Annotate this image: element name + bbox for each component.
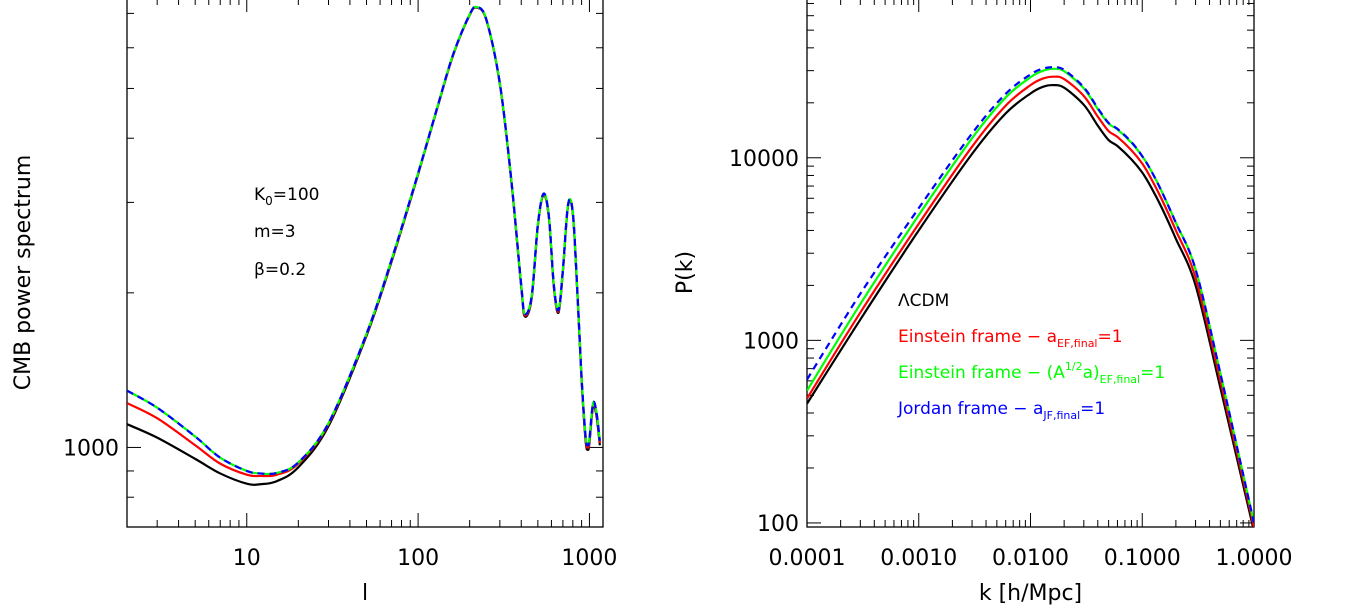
annotation-text: K	[254, 185, 266, 205]
series-group	[127, 5, 601, 486]
x-tick-label: 1000	[561, 546, 617, 571]
parameter-annotation: m=3	[254, 222, 296, 242]
series-line-2	[807, 67, 1254, 524]
parameter-annotation: β=0.2	[254, 260, 306, 280]
parameter-annotation: K0=100	[254, 185, 320, 208]
x-tick-label: 100	[397, 546, 439, 571]
series-line-3	[127, 5, 601, 476]
legend-entry: Einstein frame − (A1/2a)EF,final=1	[898, 360, 1165, 386]
matter-power-spectrum-chart: 0.0001 0.0010 0.0100 0.1000 1.0000 100 1000 100…	[673, 0, 1292, 606]
series-line-1	[807, 75, 1254, 527]
legend-text: Jordan frame − a	[897, 399, 1043, 419]
series-line-1	[127, 5, 601, 478]
x-axis-label: l	[362, 581, 368, 606]
y-axis-label: P(k)	[673, 251, 698, 294]
legend-text: =1	[1140, 363, 1165, 383]
legend-text: a)	[1083, 363, 1100, 383]
legend-text: Einstein frame − a	[898, 327, 1057, 347]
x-axis-label: k [h/Mpc]	[979, 581, 1082, 606]
legend-entry: Einstein frame − aEF,final=1	[898, 327, 1123, 350]
annotation-text: m=3	[254, 222, 296, 242]
x-tick-label: 1.0000	[1216, 546, 1293, 571]
legend-subscript: EF,final	[1057, 337, 1097, 350]
x-tick-label: 0.0010	[880, 546, 957, 571]
series-line-0	[807, 83, 1254, 527]
plot-frame	[126, 0, 604, 528]
legend-text: Einstein frame − (A	[898, 363, 1065, 383]
legend-subscript: JF,final	[1042, 409, 1080, 422]
y-tick-label: 1000	[743, 329, 799, 354]
legend-text: =1	[1098, 327, 1123, 347]
y-tick-label: 10000	[729, 147, 799, 172]
legend-entry: ΛCDM	[898, 291, 949, 311]
series-group	[807, 66, 1254, 527]
y-axis-label: CMB power spectrum	[11, 155, 36, 391]
x-tick-label: 0.0100	[992, 546, 1069, 571]
annotation-text: β=0.2	[254, 260, 306, 280]
x-tick-label: 0.1000	[1104, 546, 1181, 571]
series-line-0	[127, 6, 601, 486]
legend-entry: Jordan frame − aJF,final=1	[897, 399, 1105, 422]
series-line-3	[807, 66, 1254, 524]
annotation-text: =100	[273, 185, 320, 205]
cmb-power-spectrum-chart: 10 100 1000 1000 l CMB power spectrum K0=100 m=…	[11, 0, 617, 606]
annotation-subscript: 0	[265, 194, 273, 208]
x-tick-label: 10	[233, 546, 261, 571]
legend-text: ΛCDM	[898, 291, 949, 311]
x-tick-label: 0.0001	[769, 546, 846, 571]
y-tick-label: 100	[757, 512, 799, 537]
y-tick-label: 1000	[63, 436, 119, 461]
series-line-2	[127, 5, 601, 476]
legend-superscript: 1/2	[1065, 360, 1083, 373]
legend-text: =1	[1080, 399, 1105, 419]
legend-subscript: EF,final	[1100, 373, 1140, 386]
